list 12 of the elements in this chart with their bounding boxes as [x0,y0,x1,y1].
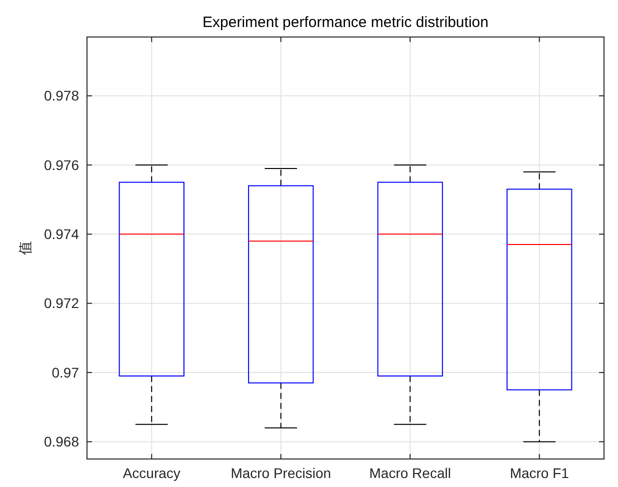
y-tick-label: 0.976 [44,156,80,173]
y-tick-label: 0.968 [44,434,80,450]
chart-title: Experiment performance metric distribution [202,14,488,31]
x-tick-label: Macro Precision [230,465,332,481]
y-tick-label: 0.978 [44,88,80,104]
x-tick-label: Accuracy [122,465,180,481]
y-tick-label: 0.97 [52,364,80,380]
y-axis-title: 值 [17,241,33,255]
y-tick-label: 0.972 [44,295,80,312]
x-tick-label: Macro F1 [510,465,570,481]
x-tick-label: Macro Recall [369,465,451,481]
y-tick-label: 0.974 [44,226,80,242]
